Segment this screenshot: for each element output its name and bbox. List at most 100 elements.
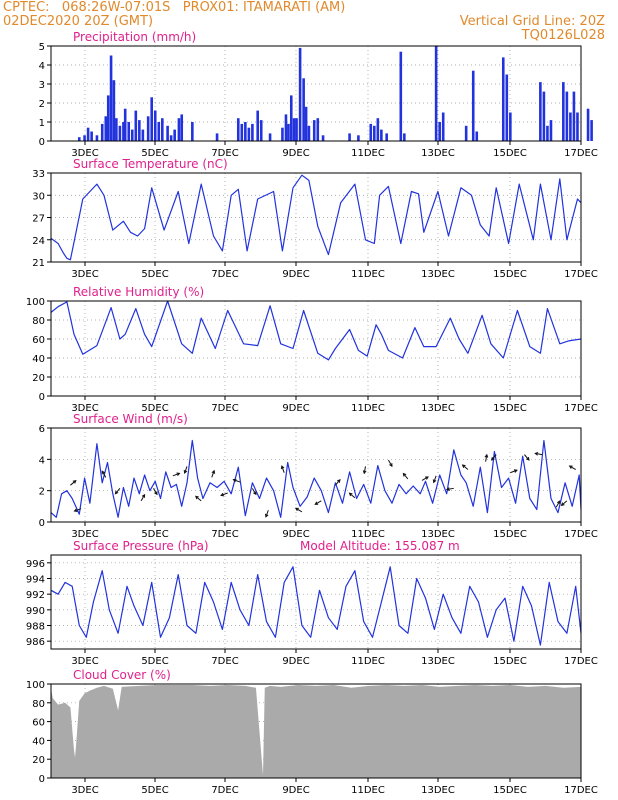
x-tick-label: 15DEC [493, 269, 527, 280]
wind-arrow-head [491, 456, 495, 461]
y-tick-label: 996 [26, 559, 45, 570]
panel-frame [50, 300, 582, 397]
x-tick-label: 3DEC [71, 403, 98, 414]
panel-title: Surface Pressure (hPa) [73, 539, 209, 553]
wind-arrow [184, 466, 188, 474]
x-tick-label: 17DEC [564, 656, 598, 667]
y-tick-label: 2 [39, 99, 45, 110]
wind-arrow-head [280, 465, 285, 470]
wind-arrow [153, 488, 158, 495]
x-tick-label: 11DEC [351, 785, 385, 796]
x-tick-label: 3DEC [71, 269, 98, 280]
wind-arrow [462, 464, 469, 470]
y-tick-label: 80 [32, 699, 45, 710]
wind-arrow [74, 508, 82, 512]
wind-arrow [195, 495, 202, 502]
wind-arrow-head [534, 451, 539, 456]
panel-frame [50, 554, 582, 650]
precip-bar [302, 78, 305, 141]
wind-arrow-head [402, 472, 407, 477]
y-tick-label: 80 [32, 316, 45, 327]
wind-arrow [220, 492, 228, 496]
precip-bar [590, 120, 593, 141]
precip-bar [565, 91, 569, 141]
y-tick-label: 4 [39, 455, 45, 466]
precip-bar [166, 125, 169, 141]
precip-bar [157, 122, 161, 141]
x-tick-label: 9DEC [282, 656, 309, 667]
cloud-cover-area [51, 684, 581, 778]
precip-bar [256, 110, 259, 141]
x-tick-label: 11DEC [351, 148, 385, 159]
precip-bar [146, 116, 150, 141]
precip-bar [380, 129, 383, 141]
header-grid-info: Vertical Grid Line: 20Z [459, 14, 605, 29]
precip-bar [509, 112, 512, 141]
precip-bar [90, 131, 93, 141]
precip-bar [312, 120, 316, 141]
wind-arrow-head [141, 493, 146, 498]
series-line [50, 174, 582, 261]
precip-bar [247, 127, 251, 141]
precip-bar [177, 118, 181, 141]
precip-bar [373, 125, 376, 141]
x-tick-label: 13DEC [421, 529, 455, 540]
precip-bar [546, 125, 549, 141]
wind-arrow [363, 466, 366, 474]
precip-bar [441, 112, 445, 141]
precip-bar [307, 125, 311, 141]
precip-bar [542, 91, 546, 141]
precip-bar [112, 80, 116, 141]
y-tick-label: 0 [39, 137, 45, 148]
panel-title: Precipitation (mm/h) [73, 30, 196, 44]
x-tick-label: 5DEC [141, 656, 168, 667]
panel-title: Relative Humidity (%) [73, 285, 204, 299]
wind-arrow-head [220, 492, 225, 497]
y-tick-label: 24 [32, 236, 45, 247]
precip-bar [191, 122, 194, 141]
precip-bar [215, 133, 219, 141]
precip-bar [259, 120, 263, 141]
x-tick-label: 7DEC [211, 529, 238, 540]
wind-arrow-head [314, 501, 319, 505]
wind-arrow-head [176, 472, 181, 476]
precip-bar [109, 55, 113, 141]
precip-bar [505, 74, 509, 141]
y-tick-label: 100 [26, 297, 45, 308]
precip-bar [236, 118, 240, 141]
wind-arrow-head [560, 502, 565, 507]
precip-bar [123, 108, 127, 141]
series-line [50, 566, 582, 646]
precip-bar [134, 110, 138, 141]
precip-bar [562, 82, 565, 141]
y-tick-label: 992 [26, 590, 45, 601]
y-tick-label: 988 [26, 622, 45, 633]
precip-bar [141, 129, 145, 141]
x-tick-label: 17DEC [564, 148, 598, 159]
precip-bar [118, 125, 122, 141]
header-station: CPTEC: 068:26W-07:01S PROX01: ITAMARATI … [3, 0, 346, 15]
precip-bar [83, 135, 86, 141]
x-tick-label: 9DEC [282, 529, 309, 540]
wind-arrow [555, 500, 561, 508]
y-tick-label: 27 [32, 214, 45, 225]
precip-bar [104, 116, 108, 141]
wind-arrow-head [253, 491, 257, 496]
precip-bar [106, 95, 110, 141]
x-tick-label: 15DEC [493, 403, 527, 414]
wind-arrow-head [484, 453, 489, 458]
wind-arrow-head [513, 469, 518, 473]
x-tick-label: 5DEC [141, 785, 168, 796]
precip-bar [153, 110, 157, 141]
precip-bar [281, 127, 284, 141]
y-tick-label: 33 [32, 169, 45, 180]
panel-frame [50, 45, 582, 142]
x-tick-label: 15DEC [493, 785, 527, 796]
precip-bar [95, 135, 99, 141]
wind-arrow-head [362, 470, 367, 475]
y-tick-label: 2 [39, 487, 45, 498]
x-tick-label: 11DEC [351, 403, 385, 414]
wind-arrow [172, 472, 180, 477]
y-tick-label: 0 [39, 392, 45, 403]
y-tick-label: 30 [32, 191, 45, 202]
